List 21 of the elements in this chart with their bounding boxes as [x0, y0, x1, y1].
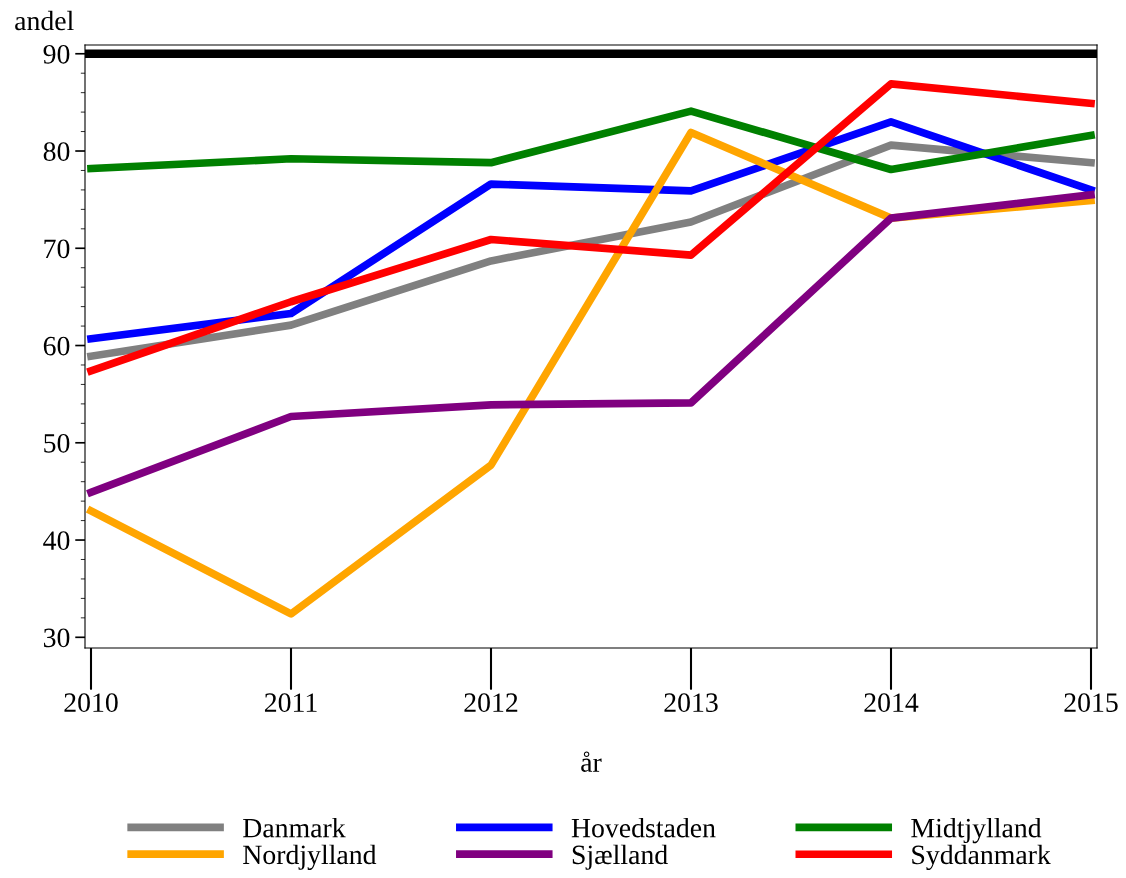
y-tick-label: 80	[43, 142, 70, 161]
y-tick-label: 90	[43, 44, 70, 64]
y-tick-label: 30	[43, 628, 70, 648]
x-tick-label: 2014	[864, 693, 919, 712]
x-tick-label: 2013	[664, 693, 718, 712]
x-tick-label: 2015	[1064, 693, 1118, 712]
x-tick-label: 2012	[464, 693, 518, 712]
x-tick-label: 2010	[64, 693, 118, 712]
x-axis-title: år	[581, 751, 602, 772]
legend-label: Syddanmark	[912, 844, 1051, 870]
y-tick-label: 60	[43, 336, 70, 356]
legend-label: Hovedstaden	[571, 817, 716, 838]
y-tick-label: 40	[43, 531, 70, 550]
x-tick-label: 2011	[264, 693, 317, 712]
legend-label: Sjælland	[572, 844, 668, 870]
y-tick-label: 50	[44, 433, 70, 453]
legend-label: Nordjylland	[243, 844, 377, 870]
y-tick-label: 70	[44, 239, 70, 259]
y-axis-title: andel	[15, 10, 74, 31]
legend-label: Midtjylland	[911, 817, 1042, 844]
legend-label: Danmark	[243, 817, 346, 838]
